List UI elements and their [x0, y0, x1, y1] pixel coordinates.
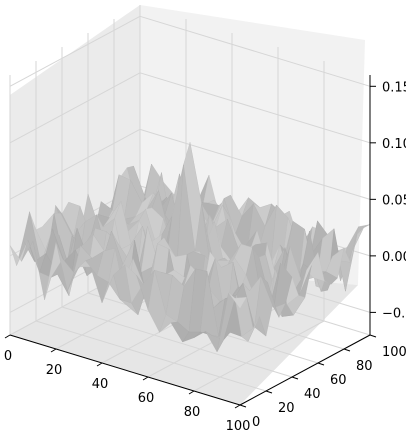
axes — [9, 75, 371, 406]
x-tick-mark — [50, 348, 57, 353]
x-tick-mark — [188, 390, 195, 395]
y-tick-label: 80 — [356, 359, 373, 374]
x-tick-label: 80 — [184, 405, 201, 420]
x-tick-mark — [96, 362, 103, 367]
y-tick-mark — [369, 334, 377, 338]
grid-line — [61, 306, 293, 378]
z-tick-label: −0.05 — [382, 306, 406, 321]
x-tick-label: 0 — [4, 349, 12, 364]
surface — [9, 142, 371, 353]
x-tick-mark — [4, 334, 11, 339]
x-tick-label: 100 — [226, 419, 251, 434]
z-axis-ticks: −0.05 0.00 0.05 0.10 0.15 — [370, 80, 406, 321]
z-tick-label: 0.15 — [382, 80, 406, 95]
x-tick-mark — [234, 404, 241, 409]
y-tick-mark — [239, 404, 247, 408]
y-tick-mark — [291, 376, 299, 380]
y-tick-label: 100 — [382, 345, 406, 360]
grid-line — [139, 15, 371, 87]
y-tick-label: 40 — [304, 387, 321, 402]
x-tick-mark — [142, 376, 149, 381]
z-tick-label: 0.00 — [382, 250, 406, 265]
grid-line — [139, 72, 371, 144]
y-axis-line — [239, 334, 371, 406]
grid-line — [9, 128, 141, 200]
grid-line — [9, 15, 141, 87]
x-tick-label: 40 — [92, 377, 109, 392]
y-tick-label: 20 — [278, 401, 295, 416]
x-tick-label: 20 — [46, 363, 63, 378]
grid-line — [35, 320, 267, 392]
grid-line — [193, 320, 325, 392]
y-axis-ticks: 0 20 40 60 80 100 — [239, 334, 406, 430]
y-tick-mark — [265, 390, 273, 394]
x-axis-line — [9, 334, 241, 406]
grid-line — [9, 72, 141, 144]
grid-line — [139, 128, 371, 200]
x-axis-ticks: 0 20 40 60 80 100 — [4, 334, 251, 434]
x-tick-label: 60 — [138, 391, 155, 406]
y-tick-mark — [317, 362, 325, 366]
y-tick-mark — [343, 348, 351, 352]
z-tick-label: 0.10 — [382, 137, 406, 152]
z-tick-label: 0.05 — [382, 193, 406, 208]
surface-patch — [228, 292, 247, 309]
y-tick-label: 60 — [330, 373, 347, 388]
y-tick-label: 0 — [252, 415, 260, 430]
